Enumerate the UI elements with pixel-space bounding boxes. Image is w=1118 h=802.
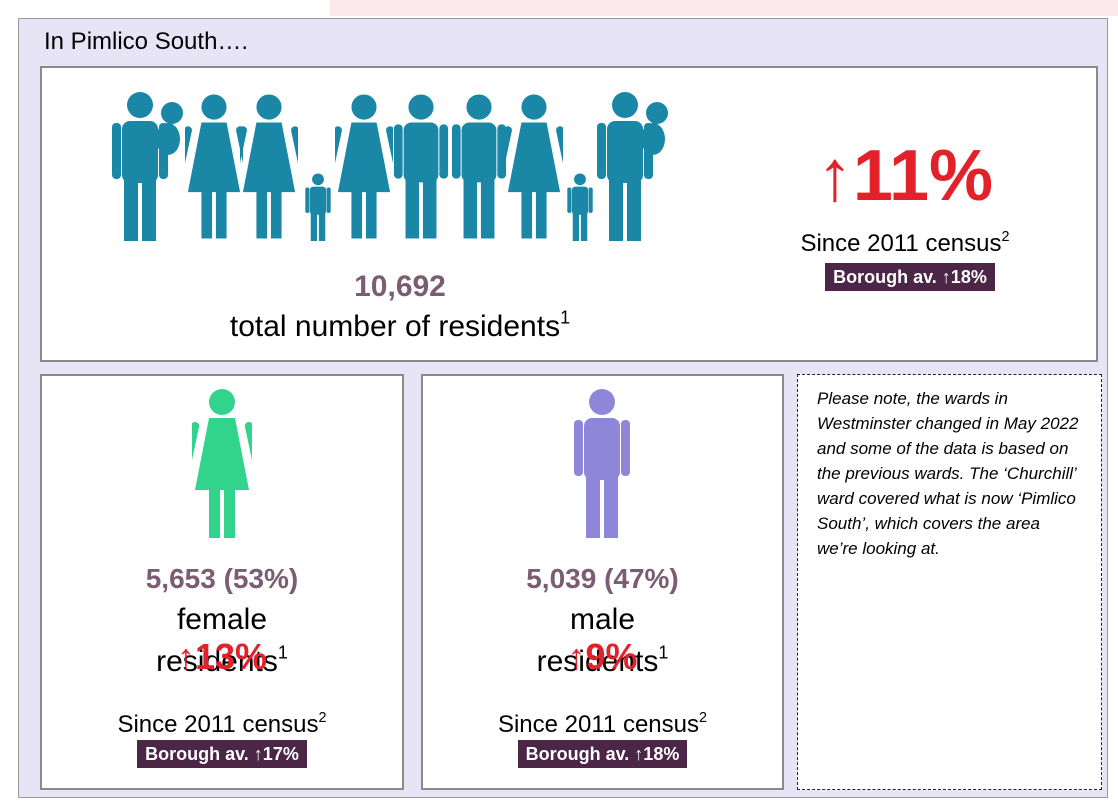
footnote: 1 xyxy=(560,307,570,327)
male-change: ↑9% xyxy=(421,636,784,678)
female-value: 5,653 (53%) xyxy=(40,563,404,595)
male-since: Since 2011 census2 xyxy=(421,711,784,739)
footnote: 2 xyxy=(699,710,707,726)
female-icon xyxy=(186,388,258,540)
label: Since 2011 census xyxy=(498,711,699,738)
male-label: male xyxy=(421,603,784,637)
total-change: ↑11% xyxy=(760,135,1050,217)
total-since: Since 2011 census2 xyxy=(760,230,1050,258)
footnote: 2 xyxy=(1002,229,1010,245)
male-icon xyxy=(566,388,638,540)
female-change: ↑13% xyxy=(40,636,404,678)
label: Since 2011 census xyxy=(117,711,318,738)
people-icons xyxy=(100,88,680,243)
page: In Pimlico South…. 10,692 total number o… xyxy=(0,0,1118,802)
male-value: 5,039 (47%) xyxy=(421,563,784,595)
label: Since 2011 census xyxy=(800,230,1001,257)
label: total number of residents xyxy=(230,310,560,343)
total-value: 10,692 xyxy=(250,270,550,304)
female-since: Since 2011 census2 xyxy=(40,711,404,739)
borough-avg: Borough av. ↑17% xyxy=(137,740,307,768)
title: In Pimlico South…. xyxy=(44,28,248,56)
borough-avg: Borough av. ↑18% xyxy=(825,263,995,291)
total-label: total number of residents1 xyxy=(100,310,700,344)
note: Please note, the wards in Westminster ch… xyxy=(817,386,1085,561)
female-label: female xyxy=(40,603,404,637)
borough-avg: Borough av. ↑18% xyxy=(518,740,688,768)
footnote: 2 xyxy=(319,710,327,726)
top-strip xyxy=(330,0,1118,16)
